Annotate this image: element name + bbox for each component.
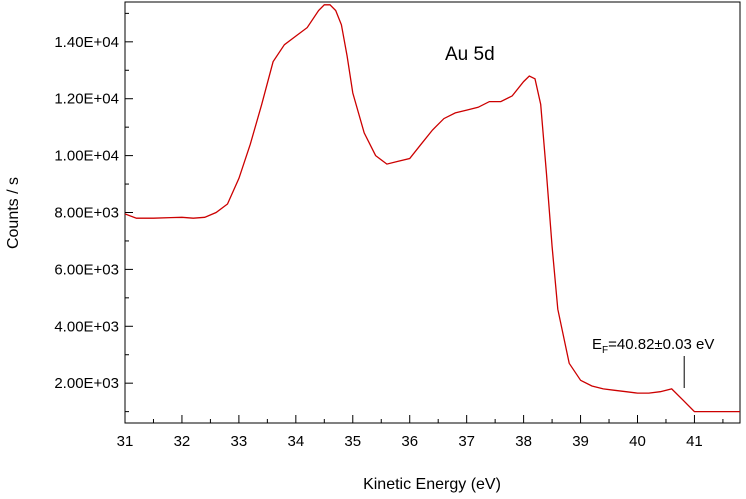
x-tick-label: 33 (231, 433, 248, 450)
y-tick-label: 6.00E+03 (54, 261, 119, 278)
x-axis-tick-labels: 31 32 33 34 35 36 37 38 39 40 41 (117, 433, 703, 450)
y-tick-label: 4.00E+03 (54, 318, 119, 335)
y-axis-tick-labels: 2.00E+03 4.00E+03 6.00E+03 8.00E+03 1.00E+04… (54, 34, 119, 392)
y-tick-label: 8.00E+03 (54, 205, 119, 222)
y-tick-label: 1.40E+04 (54, 34, 119, 51)
y-tick-label: 1.00E+04 (54, 148, 119, 165)
fermi-e: E (592, 336, 602, 353)
y-axis-ticks (125, 12, 133, 413)
fermi-sub: F (602, 345, 608, 356)
x-tick-label: 36 (401, 433, 418, 450)
x-tick-label: 39 (572, 433, 589, 450)
x-tick-label: 40 (629, 433, 646, 450)
x-tick-label: 35 (344, 433, 361, 450)
fermi-value: =40.82±0.03 eV (608, 336, 714, 353)
series-line-au5d (124, 4, 740, 413)
plot-area (124, 1, 741, 424)
y-tick-label: 1.20E+04 (54, 91, 119, 108)
annotation-au5d: Au 5d (445, 44, 495, 65)
x-tick-label: 31 (117, 433, 134, 450)
x-tick-label: 41 (686, 433, 703, 450)
annotation-fermi-edge: EF=40.82±0.03 eV (592, 336, 714, 356)
x-axis-title: Kinetic Energy (eV) (363, 476, 501, 493)
y-axis-title: Counts / s (5, 177, 22, 249)
y-tick-label: 2.00E+03 (54, 375, 119, 392)
x-tick-label: 38 (515, 433, 532, 450)
x-tick-label: 37 (458, 433, 475, 450)
x-tick-label: 32 (174, 433, 191, 450)
x-tick-label: 34 (287, 433, 304, 450)
x-axis-ticks (124, 415, 724, 423)
